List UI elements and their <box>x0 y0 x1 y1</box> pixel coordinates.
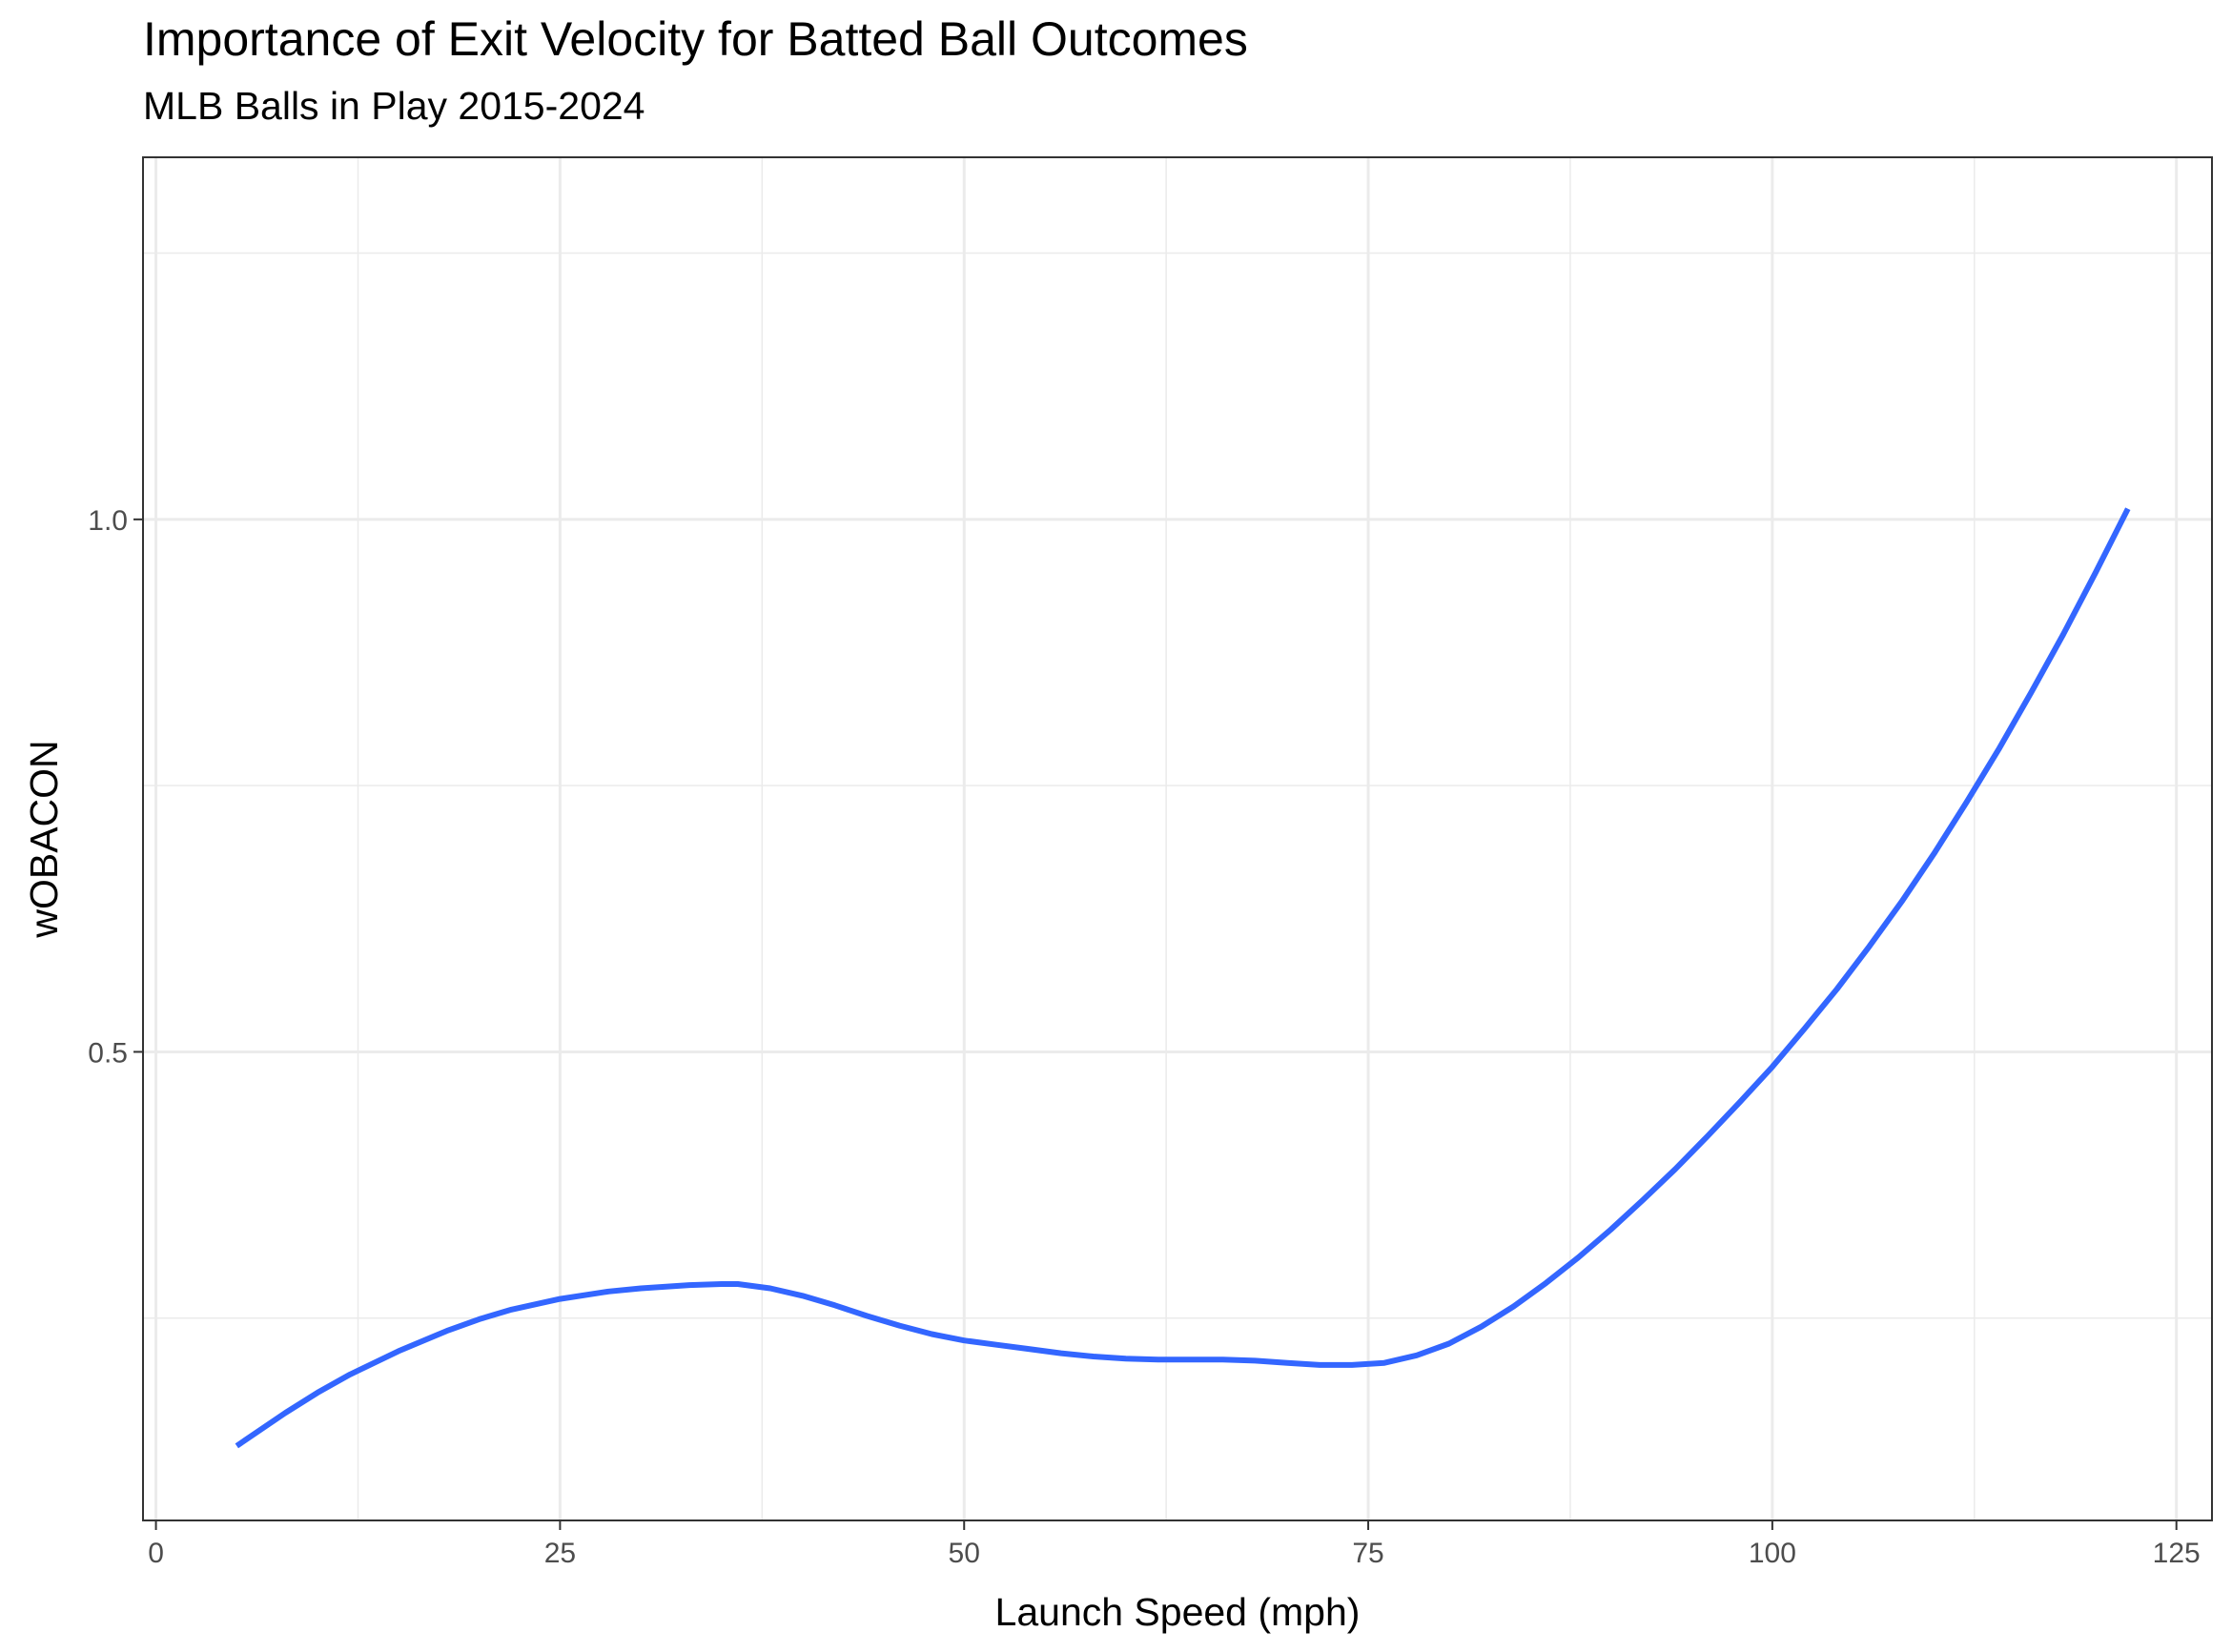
major-gridlines <box>143 157 2212 1520</box>
x-tick-label: 100 <box>1749 1538 1796 1569</box>
x-tick-label: 125 <box>2153 1538 2201 1569</box>
y-tick-label: 0.5 <box>88 1037 128 1069</box>
minor-gridlines <box>143 157 2212 1520</box>
x-tick-label: 25 <box>544 1538 576 1569</box>
y-axis: 0.5 1.0 <box>88 505 143 1069</box>
x-axis: 0 25 50 75 100 125 <box>148 1520 2201 1569</box>
x-tick-label: 0 <box>148 1538 164 1569</box>
series-layer <box>235 507 2131 1449</box>
x-axis-title: Launch Speed (mph) <box>995 1590 1361 1634</box>
chart-title: Importance of Exit Velocity for Batted B… <box>143 12 1248 66</box>
x-tick-label: 75 <box>1352 1538 1383 1569</box>
panel-border <box>142 156 2213 1521</box>
chart-subtitle: MLB Balls in Play 2015-2024 <box>143 84 645 128</box>
y-axis-title: wOBACON <box>22 740 66 938</box>
y-tick-label: 1.0 <box>88 505 128 537</box>
series-line <box>235 507 2131 1449</box>
x-tick-label: 50 <box>949 1538 980 1569</box>
